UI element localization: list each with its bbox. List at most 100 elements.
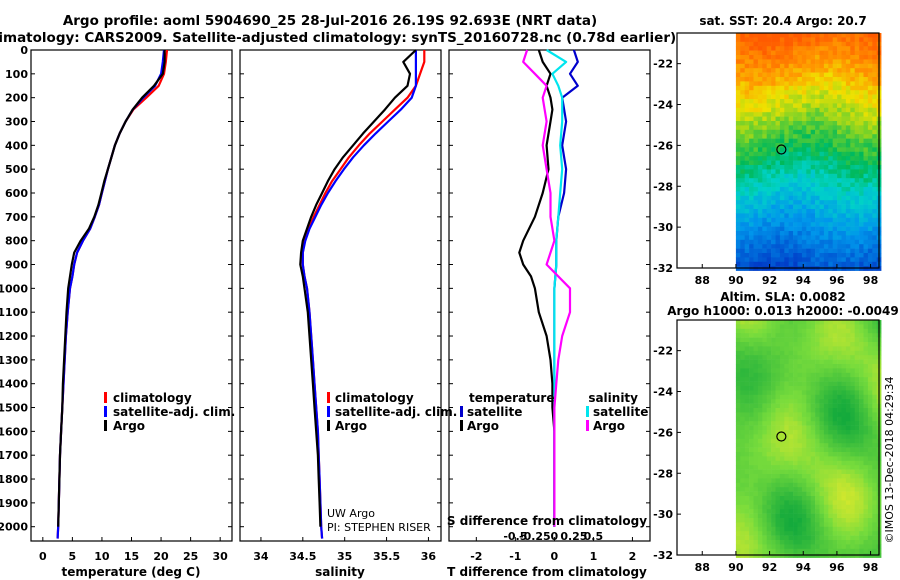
- map-cell: [819, 416, 825, 422]
- map-cell: [850, 235, 855, 241]
- map-cell: [762, 368, 767, 374]
- map-cell: [863, 235, 869, 241]
- map-cell: [784, 116, 789, 122]
- map-cell: [841, 447, 847, 453]
- map-cell: [832, 107, 838, 113]
- map-cell: [810, 518, 816, 523]
- map-cell: [744, 209, 750, 214]
- map-cell: [815, 465, 820, 470]
- map-cell: [771, 213, 776, 219]
- map-cell: [810, 55, 816, 60]
- map-cell: [744, 518, 750, 523]
- map-cell: [806, 496, 811, 501]
- map-cell: [859, 94, 864, 100]
- map-cell: [753, 355, 759, 360]
- map-cell: [753, 491, 759, 497]
- map-cell: [779, 535, 785, 541]
- map-cell: [854, 68, 860, 73]
- map-cell: [854, 213, 860, 219]
- map-cell: [872, 187, 877, 192]
- map-cell: [863, 368, 869, 374]
- map-cell: [784, 487, 789, 492]
- map-cell: [845, 324, 851, 330]
- y-tick-label: 0: [20, 44, 28, 57]
- map-cell: [863, 333, 869, 338]
- map-cell: [815, 531, 820, 536]
- map-cell: [841, 112, 847, 117]
- map-cell: [779, 531, 785, 536]
- map-cell: [815, 200, 820, 205]
- map-cell: [744, 200, 750, 205]
- map-cell: [740, 430, 745, 435]
- map-cell: [779, 138, 785, 144]
- map-cell: [801, 491, 807, 497]
- map-cell: [735, 121, 741, 126]
- map-cell: [845, 434, 851, 440]
- map-cell: [815, 474, 820, 479]
- map-cell: [828, 134, 833, 139]
- map-cell: [867, 496, 873, 501]
- map-cell: [788, 41, 794, 47]
- y-tick-label: 1600: [0, 425, 28, 438]
- lon-tick-label: 88: [695, 274, 710, 287]
- map-cell: [841, 204, 847, 210]
- map-cell: [832, 478, 838, 484]
- map-cell: [766, 342, 772, 347]
- map-cell: [801, 33, 807, 38]
- map-cell: [806, 430, 811, 435]
- map-cell: [872, 452, 877, 457]
- map-cell: [828, 33, 833, 38]
- map-cell: [815, 81, 820, 87]
- map-cell: [819, 165, 825, 170]
- map-cell: [863, 320, 869, 325]
- map-cell: [788, 421, 794, 426]
- map-cell: [854, 55, 860, 60]
- map-cell: [797, 412, 803, 418]
- map-cell: [753, 103, 759, 109]
- map-cell: [863, 99, 869, 104]
- map-cell: [735, 381, 741, 387]
- map-cell: [757, 421, 763, 426]
- map-cell: [815, 231, 820, 236]
- map-cell: [797, 320, 803, 325]
- map-cell: [837, 217, 842, 223]
- map-cell: [850, 465, 855, 470]
- map-cell: [749, 381, 754, 387]
- map-cell: [859, 522, 864, 528]
- map-cell: [841, 368, 847, 374]
- map-cell: [815, 518, 820, 523]
- map-cell: [766, 526, 772, 532]
- map-cell: [801, 500, 807, 506]
- map-cell: [867, 487, 873, 492]
- map-cell: [762, 320, 767, 325]
- map-cell: [815, 452, 820, 457]
- map-cell: [762, 165, 767, 170]
- map-cell: [832, 320, 838, 325]
- map-cell: [828, 257, 833, 263]
- map-cell: [810, 253, 816, 258]
- map-cell: [749, 540, 754, 545]
- map-cell: [749, 55, 754, 60]
- map-cell: [854, 544, 860, 550]
- map-cell: [845, 416, 851, 422]
- map-cell: [771, 535, 776, 541]
- map-cell: [837, 526, 842, 532]
- map-cell: [815, 377, 820, 382]
- map-cell: [806, 235, 811, 241]
- map-cell: [850, 222, 855, 227]
- map-cell: [775, 50, 781, 56]
- map-cell: [740, 386, 745, 391]
- map-cell: [788, 90, 794, 95]
- map-cell: [762, 46, 767, 51]
- map-cell: [815, 412, 820, 418]
- map-cell: [762, 482, 767, 488]
- map-cell: [775, 526, 781, 532]
- map-cell: [872, 112, 877, 117]
- map-cell: [775, 430, 781, 435]
- map-cell: [775, 509, 781, 514]
- map-cell: [801, 50, 807, 56]
- map-cell: [854, 248, 860, 254]
- map-cell: [797, 518, 803, 523]
- map-cell: [771, 447, 776, 453]
- map-cell: [762, 535, 767, 541]
